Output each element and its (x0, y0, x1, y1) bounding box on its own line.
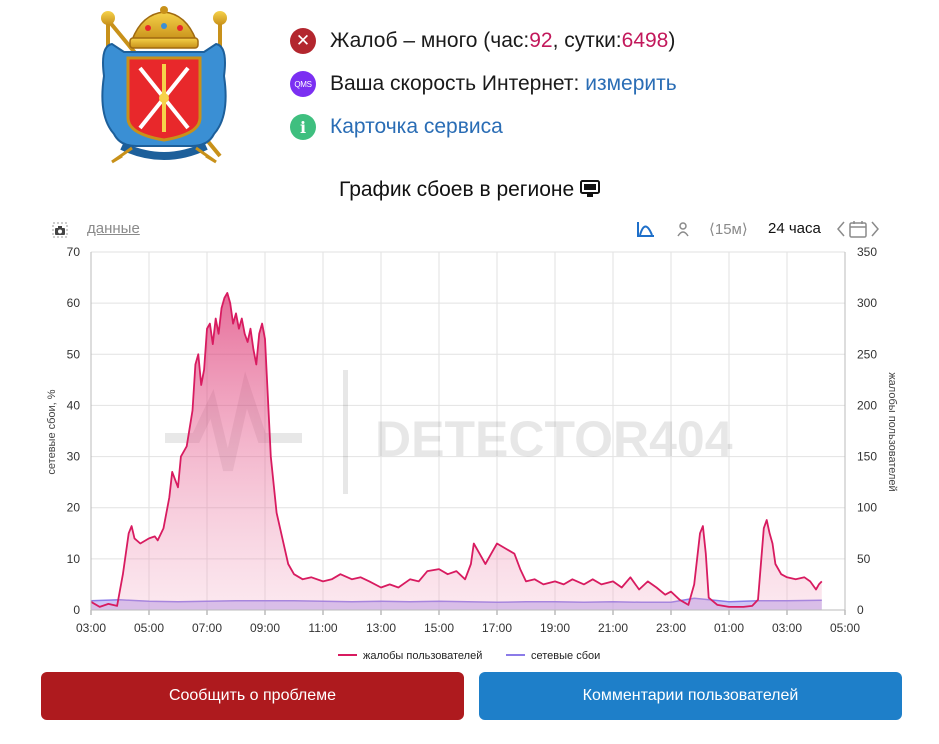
chevron-left-icon[interactable] (837, 221, 845, 237)
x-tick: 03:00 (772, 621, 802, 635)
report-problem-button[interactable]: Сообщить о проблеме (41, 672, 464, 720)
x-tick: 05:00 (134, 621, 164, 635)
complaints-suffix: ) (668, 29, 676, 52)
interval-selector[interactable]: ⟨15м⟩ (709, 221, 748, 238)
complaints-line (90, 292, 823, 608)
y-right-tick: 0 (857, 603, 864, 617)
y-right-tick: 150 (857, 450, 877, 464)
x-tick: 05:00 (830, 621, 860, 635)
calendar-picker[interactable] (836, 219, 882, 239)
monitor-icon (580, 180, 600, 197)
coat-of-arms-emblem (101, 6, 227, 164)
complaints-day-count: 6498 (621, 29, 669, 52)
x-tick: 01:00 (714, 621, 744, 635)
chart-title-text: График сбоев в регионе (339, 178, 575, 201)
complaints-prefix: Жалоб – много (час: (330, 29, 530, 52)
user-comments-button[interactable]: Комментарии пользователей (479, 672, 902, 720)
chart-title: График сбоев в регионе (0, 178, 939, 202)
camera-icon[interactable] (52, 222, 68, 238)
y-right-tick: 350 (857, 245, 877, 259)
x-tick: 17:00 (482, 621, 512, 635)
range-selector[interactable]: 24 часа (768, 220, 821, 237)
y-right-tick: 300 (857, 296, 877, 310)
service-card-link[interactable]: Карточка сервиса (330, 115, 503, 138)
y-left-tick: 40 (67, 398, 81, 412)
qms-icon: QMS (290, 71, 316, 97)
complaints-mid: , сутки: (552, 29, 622, 52)
legend-label-complaints[interactable]: жалобы пользователей (363, 650, 482, 662)
speed-status: QMS Ваша скорость Интернет: измерить (290, 71, 677, 97)
x-tick: 19:00 (540, 621, 570, 635)
y-right-tick: 200 (857, 398, 877, 412)
watermark-text: DETECTOR404 (375, 411, 733, 467)
user-icon[interactable] (676, 221, 690, 237)
y-left-tick: 10 (67, 552, 81, 566)
x-tick: 09:00 (250, 621, 280, 635)
chart-legend: жалобы пользователей сетевые сбои (338, 650, 600, 662)
x-tick: 03:00 (76, 621, 106, 635)
legend-label-outages[interactable]: сетевые сбои (531, 650, 600, 662)
complaints-hour-count: 92 (529, 29, 553, 52)
y-left-tick: 70 (67, 245, 81, 259)
chart-series (90, 292, 823, 610)
x-tick: 13:00 (366, 621, 396, 635)
right-axis-label: жалобы пользователей (886, 372, 898, 491)
data-link[interactable]: данные (87, 220, 140, 237)
y-left-tick: 20 (67, 501, 81, 515)
y-right-tick: 100 (857, 501, 877, 515)
y-right-tick: 50 (857, 552, 871, 566)
y-right-tick: 250 (857, 347, 877, 361)
y-left-tick: 60 (67, 296, 81, 310)
y-left-tick: 0 (73, 603, 80, 617)
calendar-icon[interactable] (849, 221, 867, 238)
x-tick: 15:00 (424, 621, 454, 635)
x-tick: 11:00 (308, 621, 337, 635)
left-axis-label: сетевые сбои, % (46, 389, 58, 474)
chart-mode-icon[interactable] (636, 220, 656, 238)
speed-test-link[interactable]: измерить (585, 72, 677, 95)
outage-chart: DETECTOR404 0 0 10 50 20 100 30 150 40 200 50 250 60… (46, 245, 898, 662)
complaints-status: ✕ Жалоб – много (час: 92, сутки: 6498) (290, 28, 675, 54)
y-left-tick: 50 (67, 347, 81, 361)
speed-label: Ваша скорость Интернет: (330, 72, 580, 95)
chevron-right-icon[interactable] (871, 221, 879, 237)
error-icon: ✕ (290, 28, 316, 54)
complaints-area (91, 292, 822, 610)
info-icon: i (290, 114, 316, 140)
x-tick: 07:00 (192, 621, 222, 635)
y-left-tick: 30 (67, 450, 81, 464)
x-tick: 21:00 (598, 621, 628, 635)
x-tick: 23:00 (656, 621, 686, 635)
service-card-row: i Карточка сервиса (290, 114, 503, 140)
chart-axes: 0 0 10 50 20 100 30 150 40 200 50 250 60 300 70 350 03:0… (67, 245, 878, 635)
